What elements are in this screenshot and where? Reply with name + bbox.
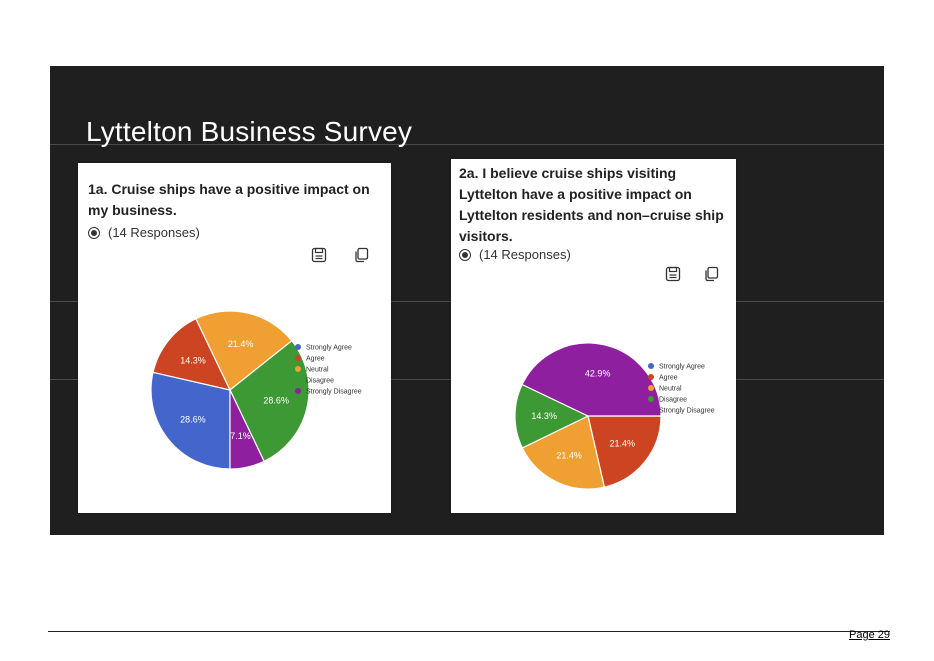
pie-slice-strongly-disagree [521,342,662,417]
question-title: 2a. I believe cruise ships visiting Lytt… [459,165,724,244]
data-label: 14.3% [531,411,557,421]
data-label: 21.4% [228,339,254,349]
legend-entry[interactable]: Agree [306,356,325,363]
data-label: 42.9% [585,368,611,378]
legend-entry[interactable]: Strongly Agree [659,364,705,371]
pie-slice-strongly-agree [150,371,231,470]
legend-swatch [648,374,654,380]
pie-slice-disagree [514,383,590,449]
save-icon[interactable] [311,247,327,263]
legend-swatch [648,385,654,391]
slide-divider [50,144,884,145]
chart-card-2: 2a. I believe cruise ships visiting Lytt… [451,159,736,513]
legend-swatch [295,377,301,383]
save-icon[interactable] [665,266,681,282]
question-title: 1a. Cruise ships have a positive impact … [88,181,370,218]
legend-swatch [295,388,301,394]
footer-rule [48,631,890,632]
legend-swatch [295,355,301,361]
legend-entry[interactable]: Agree [659,375,678,382]
data-label: 7.1% [230,431,251,441]
legend-swatch [648,396,654,402]
data-label: 28.6% [263,396,289,406]
legend-entry[interactable]: Strongly Disagree [659,408,715,415]
pie-slice-agree [587,415,662,488]
response-count-text: (14 Responses) [108,225,200,240]
legend-swatch [295,344,301,350]
legend-swatch [648,363,654,369]
slide-title: Lyttelton Business Survey [86,116,413,147]
pie-slice-neutral [521,415,606,490]
copy-icon[interactable] [703,266,719,282]
pie-chart-1: 28.6% 14.3% 21.4% 28.6% 7.1% Strongly Agree Ag… [150,310,362,470]
legend-swatch [295,366,301,372]
data-label: 28.6% [180,415,206,425]
legend-entry[interactable]: Neutral [306,367,329,374]
data-label: 21.4% [610,438,636,448]
legend-entry[interactable]: Strongly Agree [306,345,352,352]
copy-icon[interactable] [353,247,369,263]
data-label: 21.4% [556,451,582,461]
pie-slice-agree [152,317,232,391]
chart-card-1: 1a. Cruise ships have a positive impact … [78,163,391,513]
legend-swatch [648,407,654,413]
response-count: (14 Responses) [459,247,571,262]
data-label: 14.3% [180,355,206,365]
legend-entry[interactable]: Disagree [659,397,687,404]
radio-icon [88,227,100,239]
pie-slice-strongly-disagree [229,389,265,470]
pie-chart-2: 21.4% 21.4% 14.3% 42.9% Strongly Agree Agree N… [514,342,715,490]
page-number: Page 29 [849,629,890,641]
pie-slice-neutral [195,310,293,391]
legend-entry[interactable]: Neutral [659,386,682,393]
legend-entry[interactable]: Disagree [306,378,334,385]
radio-icon [459,249,471,261]
response-count-text: (14 Responses) [479,247,571,262]
slide: Lyttelton Business Survey 1a. Cruise shi… [50,66,884,535]
response-count: (14 Responses) [88,225,200,240]
legend-entry[interactable]: Strongly Disagree [306,389,362,396]
